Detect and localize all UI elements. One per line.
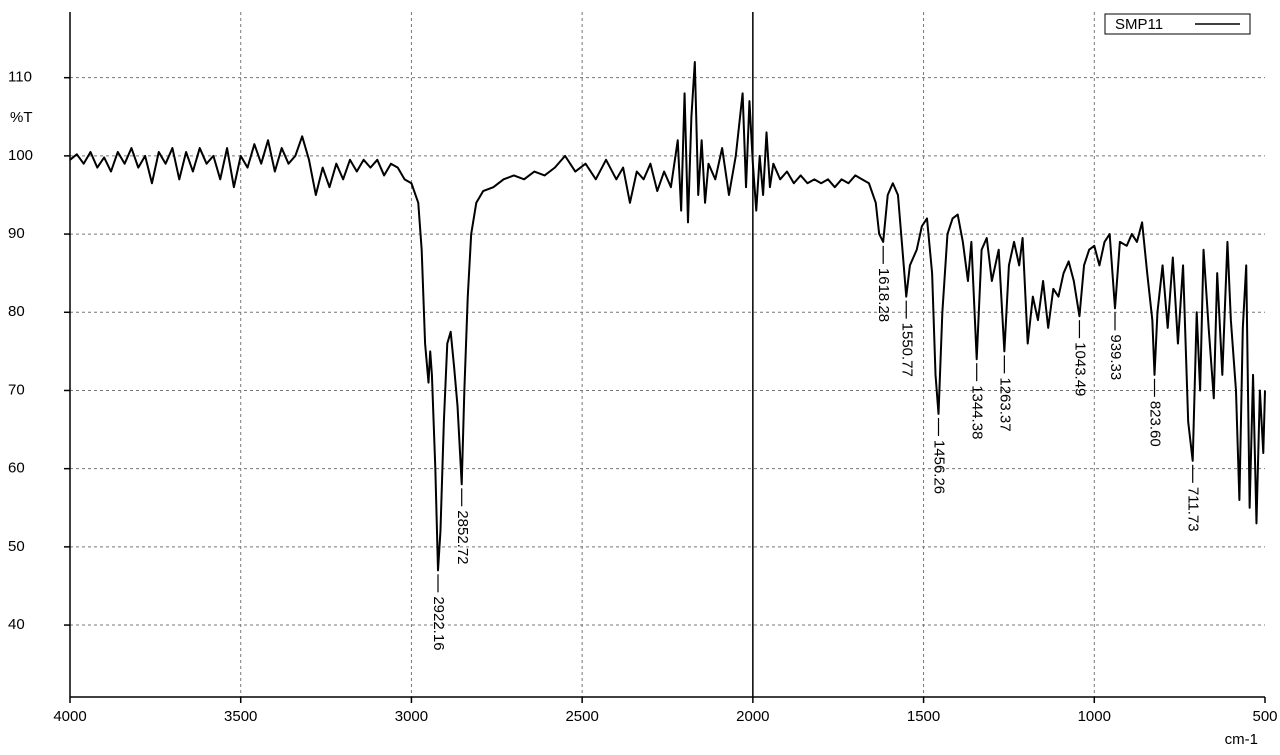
x-tick-label: 500 xyxy=(1252,708,1277,725)
x-tick-label: 1500 xyxy=(907,708,940,725)
x-tick-label: 3000 xyxy=(395,708,428,725)
x-tick-label: 1000 xyxy=(1078,708,1111,725)
peak-label: 1043.49 xyxy=(1071,342,1088,396)
y-tick-label: 90 xyxy=(8,225,25,242)
peak-label: 2852.72 xyxy=(454,510,471,564)
x-tick-label: 4000 xyxy=(53,708,86,725)
y-tick-label: 100 xyxy=(8,147,33,164)
peak-label: 2922.16 xyxy=(430,596,447,650)
y-tick-label: 110 xyxy=(8,69,32,86)
peak-label: 823.60 xyxy=(1147,401,1164,447)
y-tick-label: 80 xyxy=(8,303,25,320)
legend-box xyxy=(1104,13,1251,35)
spectrum-line xyxy=(69,61,1266,572)
x-axis-label: cm-1 xyxy=(1225,731,1258,748)
peak-label: 1550.77 xyxy=(898,323,915,377)
x-tick-label: 2500 xyxy=(565,708,598,725)
x-tick-label: 3500 xyxy=(224,708,257,725)
y-axis-label: %T xyxy=(10,109,33,126)
x-tick-label: 2000 xyxy=(736,708,769,725)
y-tick-label: 60 xyxy=(8,460,25,477)
legend: SMP11 xyxy=(1104,13,1251,35)
peak-label: 939.33 xyxy=(1107,334,1124,380)
y-tick-label: 70 xyxy=(8,381,25,398)
y-tick-label: 50 xyxy=(8,538,25,555)
peak-label: 1263.37 xyxy=(996,377,1013,431)
peak-label: 1618.28 xyxy=(875,268,892,322)
legend-label: SMP11 xyxy=(1115,16,1163,33)
y-tick-label: 40 xyxy=(8,616,25,633)
peak-label: 1344.38 xyxy=(969,385,986,439)
peak-label: 711.73 xyxy=(1185,487,1202,532)
peak-label: 1456.26 xyxy=(931,440,948,494)
